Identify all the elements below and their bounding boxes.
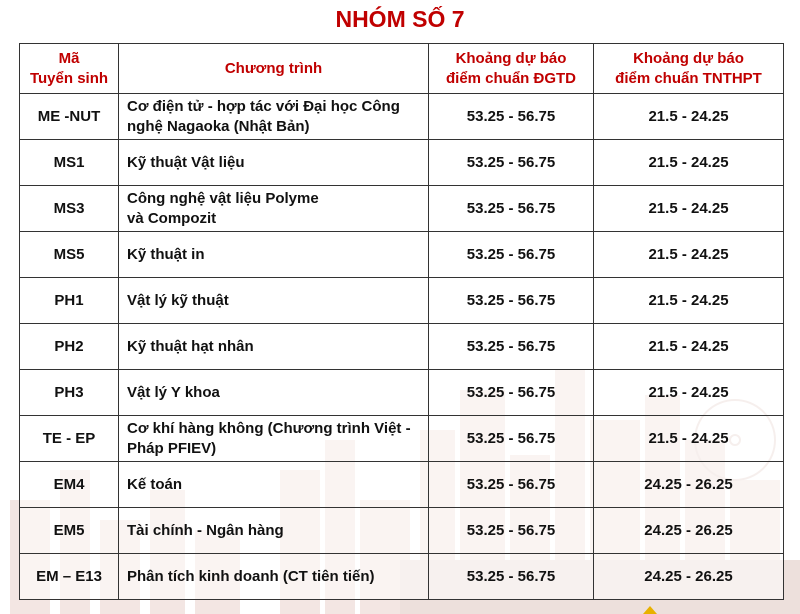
table-row: PH1 Vật lý kỹ thuật 53.25 - 56.75 21.5 - 24… [19,277,784,324]
cell-dgtd-range: 53.25 - 56.75 [428,139,594,186]
cell-dgtd-range: 53.25 - 56.75 [428,277,594,324]
cell-code: EM – E13 [19,553,119,600]
cell-code: ME -NUT [19,93,119,140]
header-thpt-line-2: điểm chuẩn TNTHPT [615,69,762,87]
cell-code: EM5 [19,507,119,554]
cell-program-line: và Compozit [127,209,217,227]
cell-dgtd-range: 53.25 - 56.75 [428,461,594,508]
cell-code: MS1 [19,139,119,186]
cell-program: Kế toán [118,461,429,508]
cell-thpt-range: 21.5 - 24.25 [593,93,784,140]
cell-program: Cơ khí hàng không (Chương trình Việt - Ph… [118,415,429,462]
table-row: EM5 Tài chính - Ngân hàng 53.25 - 56.75 24.… [19,507,784,554]
cell-program: Vật lý Y khoa [118,369,429,416]
header-code-line-2: Tuyển sinh [29,69,109,87]
cell-program-line: Kỹ thuật hạt nhân [127,337,254,355]
cutoff-score-table: Mã Tuyển sinh Chương trình Khoảng dự báo… [19,43,784,600]
table-row: PH2 Kỹ thuật hạt nhân 53.25 - 56.75 21.5 - … [19,323,784,370]
cell-program-line: nghệ Nagaoka (Nhật Bản) [127,117,310,135]
header-dgtd: Khoảng dự báo điểm chuẩn ĐGTD [428,43,594,94]
cell-program-line: Tài chính - Ngân hàng [127,521,284,539]
cell-program: Kỹ thuật Vật liệu [118,139,429,186]
cell-program-line: Cơ điện tử - hợp tác với Đại học Công [127,97,400,115]
cell-dgtd-range: 53.25 - 56.75 [428,93,594,140]
table-header-row: Mã Tuyển sinh Chương trình Khoảng dự báo… [19,43,784,94]
cell-program-line: Pháp PFIEV) [127,439,217,457]
cell-program: Kỹ thuật hạt nhân [118,323,429,370]
cell-code: PH1 [19,277,119,324]
cell-dgtd-range: 53.25 - 56.75 [428,553,594,600]
cell-code: MS5 [19,231,119,278]
table-row: MS1 Kỹ thuật Vật liệu 53.25 - 56.75 21.5 - … [19,139,784,186]
cell-code: EM4 [19,461,119,508]
page-title: NHÓM SỐ 7 [335,6,465,32]
header-dgtd-line-2: điểm chuẩn ĐGTD [445,69,576,87]
header-dgtd-line-1: Khoảng dự báo [455,49,567,67]
table-row: EM – E13 Phân tích kinh doanh (CT tiên ti… [19,553,784,600]
cell-thpt-range: 21.5 - 24.25 [593,369,784,416]
cell-dgtd-range: 53.25 - 56.75 [428,369,594,416]
cell-dgtd-range: 53.25 - 56.75 [428,507,594,554]
cell-program: Vật lý kỹ thuật [118,277,429,324]
cell-program-line: Vật lý kỹ thuật [127,291,229,309]
header-code-line-1: Mã [58,49,80,67]
header-thpt: Khoảng dự báo điểm chuẩn TNTHPT [593,43,784,94]
cell-program-line: Kế toán [127,475,183,493]
cell-dgtd-range: 53.25 - 56.75 [428,231,594,278]
cell-code: TE - EP [19,415,119,462]
cell-program: Phân tích kinh doanh (CT tiên tiến) [118,553,429,600]
cell-program: Cơ điện tử - hợp tác với Đại học Công ngh… [118,93,429,140]
cell-program: Kỹ thuật in [118,231,429,278]
cell-thpt-range: 21.5 - 24.25 [593,277,784,324]
cell-program: Công nghệ vật liệu Polyme và Compozit [118,185,429,232]
cell-thpt-range: 21.5 - 24.25 [593,323,784,370]
cell-code: PH2 [19,323,119,370]
cell-thpt-range: 24.25 - 26.25 [593,461,784,508]
table-row: ME -NUT Cơ điện tử - hợp tác với Đại học … [19,93,784,140]
header-code: Mã Tuyển sinh [19,43,119,94]
table-row: PH3 Vật lý Y khoa 53.25 - 56.75 21.5 - 24.2… [19,369,784,416]
cell-thpt-range: 21.5 - 24.25 [593,139,784,186]
cell-program: Tài chính - Ngân hàng [118,507,429,554]
table-row: MS5 Kỹ thuật in 53.25 - 56.75 21.5 - 24.25 [19,231,784,278]
header-thpt-line-1: Khoảng dự báo [633,49,744,67]
cell-thpt-range: 21.5 - 24.25 [593,231,784,278]
cell-thpt-range: 21.5 - 24.25 [593,185,784,232]
cell-program-line: Phân tích kinh doanh (CT tiên tiến) [127,567,375,585]
cell-program-line: Vật lý Y khoa [127,383,220,401]
cell-program-line: Cơ khí hàng không (Chương trình Việt - [127,419,411,437]
cell-code: MS3 [19,185,119,232]
table-row: MS3 Công nghệ vật liệu Polyme và Compozit 5… [19,185,784,232]
header-program: Chương trình [118,43,429,94]
cell-dgtd-range: 53.25 - 56.75 [428,323,594,370]
cell-program-line: Kỹ thuật in [127,245,205,263]
table-row: TE - EP Cơ khí hàng không (Chương trình V… [19,415,784,462]
cell-code: PH3 [19,369,119,416]
cell-program-line: Công nghệ vật liệu Polyme [127,189,319,207]
cell-thpt-range: 21.5 - 24.25 [593,415,784,462]
cell-dgtd-range: 53.25 - 56.75 [428,415,594,462]
cell-dgtd-range: 53.25 - 56.75 [428,185,594,232]
cell-program-line: Kỹ thuật Vật liệu [127,153,245,171]
table-row: EM4 Kế toán 53.25 - 56.75 24.25 - 26.25 [19,461,784,508]
cell-thpt-range: 24.25 - 26.25 [593,507,784,554]
logo-icon [643,606,657,614]
cell-thpt-range: 24.25 - 26.25 [593,553,784,600]
